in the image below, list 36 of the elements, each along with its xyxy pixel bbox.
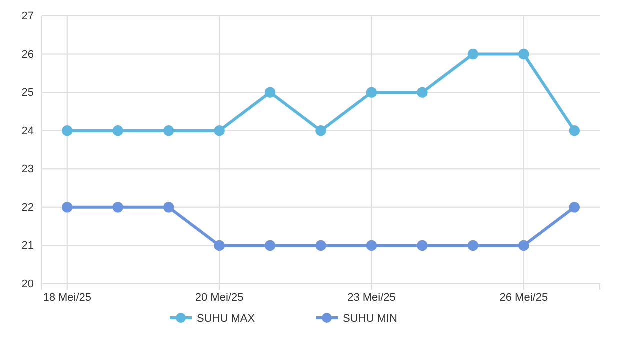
legend-label: SUHU MAX [197, 313, 256, 325]
x-tick-label: 23 Mei/25 [348, 292, 396, 304]
point [62, 202, 73, 213]
y-tick-label: 20 [22, 278, 34, 291]
point [417, 240, 428, 252]
point [264, 240, 276, 252]
point [366, 240, 378, 252]
y-tick-label: 22 [22, 202, 34, 214]
point [163, 202, 174, 213]
point [417, 87, 428, 98]
point [569, 202, 580, 213]
point [214, 126, 225, 136]
point [518, 240, 530, 252]
point [214, 240, 225, 252]
x-tick-label: 26 Mei/25 [500, 292, 548, 304]
point [468, 48, 479, 60]
point [569, 126, 580, 136]
point [518, 48, 530, 60]
y-tick-label: 21 [22, 240, 34, 252]
y-tick-label: 24 [22, 125, 34, 138]
point [468, 240, 479, 252]
point [366, 87, 378, 98]
y-tick-label: 27 [22, 10, 34, 23]
point [316, 240, 326, 252]
point [163, 126, 174, 136]
point [62, 126, 73, 136]
x-tick-label: 20 Mei/25 [195, 292, 244, 304]
y-tick-label: 26 [22, 48, 34, 61]
x-tick-label: 18 Mei/25 [43, 292, 92, 304]
point [264, 87, 276, 98]
point [316, 126, 326, 136]
point [112, 126, 124, 136]
legend-label: SUHU MIN [343, 313, 398, 325]
point [112, 202, 124, 213]
y-tick-label: 23 [22, 164, 34, 176]
y-tick-label: 25 [22, 87, 34, 100]
